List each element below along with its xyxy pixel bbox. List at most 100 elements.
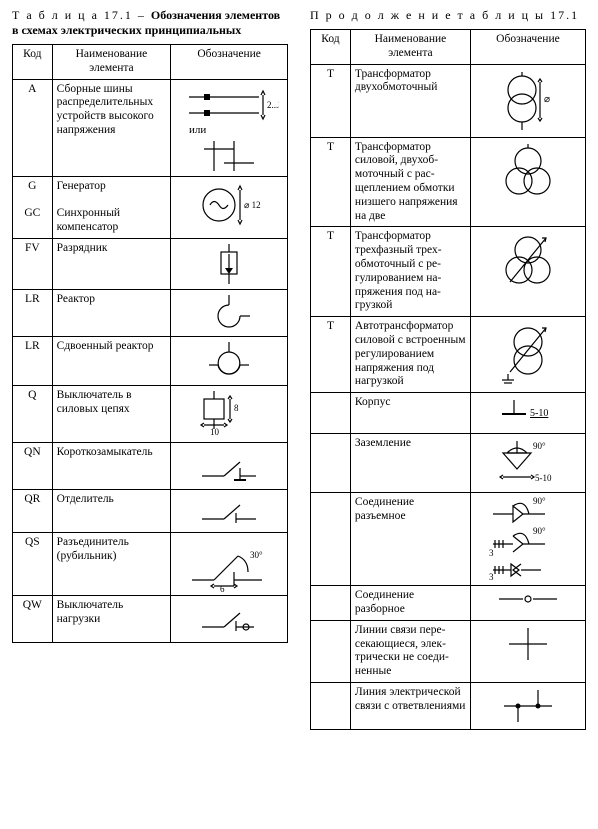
table-row: Линия электриче­ской связи с от­ветвлени…	[311, 682, 586, 729]
generator-icon: ⌀ 12	[184, 180, 274, 230]
svg-text:2...3: 2...3	[267, 100, 279, 110]
code-cell: T	[311, 227, 351, 317]
table-row: LRРеактор	[13, 289, 288, 336]
svg-text:⌀: ⌀	[544, 94, 550, 105]
table-row: TАвтотрансфор­матор силовой с встроенным…	[311, 317, 586, 393]
transformer-split-icon	[493, 141, 563, 207]
symbol-cell: 6 30°	[171, 532, 288, 595]
table-row: Соединение разъемное 90° 3 90° 3	[311, 493, 586, 586]
name-cell: Трансформатор двухобмоточный	[350, 64, 470, 137]
busbar-icon: 2...3 или	[179, 83, 279, 173]
table-row: QSРазъединитель (рубильник) 6 30°	[13, 532, 288, 595]
code-cell: QR	[13, 489, 53, 532]
svg-text:6: 6	[220, 584, 225, 592]
code-cell: A	[13, 79, 53, 176]
name-cell: Соединение разъемное	[350, 493, 470, 586]
name-cell: Выключатель нагрузки	[52, 595, 171, 642]
svg-text:5-10: 5-10	[530, 408, 548, 419]
name-cell: Заземление	[350, 434, 470, 493]
code-cell: QS	[13, 532, 53, 595]
symbol-cell	[171, 238, 288, 289]
table-row: Заземление 90° 5-10	[311, 434, 586, 493]
symbol-cell	[171, 336, 288, 385]
code-cell	[311, 434, 351, 493]
name-cell: Трансформатор силовой, двухоб­моточный с…	[350, 137, 470, 227]
left-th-code: Код	[13, 45, 53, 80]
name-cell: Выключатель в силовых цепях	[52, 385, 171, 442]
table-row: GGCГенераторСинхронный компенсатор ⌀ 12	[13, 176, 288, 238]
load-switch-icon	[194, 599, 264, 639]
symbol-cell	[470, 227, 585, 317]
code-cell	[311, 620, 351, 682]
name-cell: ГенераторСинхронный компенсатор	[52, 176, 171, 238]
symbol-cell	[171, 289, 288, 336]
code-cell: QW	[13, 595, 53, 642]
connector-plug-icon: 90° 3 90° 3	[483, 496, 573, 582]
table-row: AСборные шины распределитель­ных устройс…	[13, 79, 288, 176]
svg-text:10: 10	[210, 427, 220, 437]
symbol-cell	[171, 489, 288, 532]
code-cell	[311, 586, 351, 621]
table-row: QNКоротко­замыкатель	[13, 442, 288, 489]
table-row: Линии связи пере­секающиеся, элек­тричес…	[311, 620, 586, 682]
table-row: FVРазрядник	[13, 238, 288, 289]
name-cell: Корпус	[350, 393, 470, 434]
connector-demount-icon	[493, 589, 563, 609]
code-cell	[311, 393, 351, 434]
chassis-icon: 5-10	[488, 396, 568, 430]
table-row: TТрансформатор трехфазный трех­обмоточны…	[311, 227, 586, 317]
table-row: TТрансформатор силовой, двухоб­моточный …	[311, 137, 586, 227]
reactor-icon	[204, 293, 254, 333]
symbol-cell	[470, 682, 585, 729]
name-cell: Реактор	[52, 289, 171, 336]
svg-text:3: 3	[489, 548, 494, 558]
code-cell: T	[311, 64, 351, 137]
left-caption: Т а б л и ц а 17.1 – Обозначения элемент…	[12, 8, 288, 38]
svg-text:или: или	[189, 124, 206, 136]
table-row: LRСдвоенный реактор	[13, 336, 288, 385]
left-th-symbol: Обозначение	[171, 45, 288, 80]
svg-text:8: 8	[234, 403, 239, 413]
svg-text:90°: 90°	[533, 496, 546, 506]
name-cell: Отделитель	[52, 489, 171, 532]
symbol-cell: ⌀	[470, 64, 585, 137]
code-cell	[311, 493, 351, 586]
code-cell: Q	[13, 385, 53, 442]
symbol-cell: 2...3 или	[171, 79, 288, 176]
symbol-cell	[470, 317, 585, 393]
cross-no-join-icon	[503, 624, 553, 664]
disconnector-icon: 6 30°	[184, 536, 274, 592]
table-row: Соединение разборное	[311, 586, 586, 621]
symbol-cell: ⌀ 12	[171, 176, 288, 238]
table-row: TТрансформатор двухобмоточный ⌀	[311, 64, 586, 137]
code-cell: LR	[13, 336, 53, 385]
symbol-cell	[171, 442, 288, 489]
code-cell: LR	[13, 289, 53, 336]
symbol-cell	[470, 586, 585, 621]
svg-text:90°: 90°	[533, 441, 546, 451]
right-th-name: Наименование элемента	[350, 30, 470, 65]
name-cell: Автотрансфор­матор силовой с встроенным …	[350, 317, 470, 393]
name-cell: Соединение разборное	[350, 586, 470, 621]
name-cell: Коротко­замыкатель	[52, 442, 171, 489]
right-th-code: Код	[311, 30, 351, 65]
code-cell: QN	[13, 442, 53, 489]
svg-text:3: 3	[489, 572, 494, 582]
table-row: QRОтделитель	[13, 489, 288, 532]
symbol-cell	[171, 595, 288, 642]
symbol-cell: 90° 3 90° 3	[470, 493, 585, 586]
symbol-cell	[470, 620, 585, 682]
left-th-name: Наименование элемента	[52, 45, 171, 80]
code-cell: FV	[13, 238, 53, 289]
right-th-symbol: Обозначение	[470, 30, 585, 65]
arrester-icon	[199, 242, 259, 286]
autotransformer-reg-icon	[492, 320, 564, 386]
svg-text:90°: 90°	[533, 526, 546, 536]
symbol-cell: 90° 5-10	[470, 434, 585, 493]
code-cell: GGC	[13, 176, 53, 238]
short-circuiter-icon	[194, 446, 264, 486]
table-row: QВыключатель в силовых цепях 10 8	[13, 385, 288, 442]
name-cell: Трансформатор трехфазный трех­обмоточный…	[350, 227, 470, 317]
svg-text:30°: 30°	[250, 550, 263, 560]
left-caption-prefix: Т а б л и ц а 17.1 –	[12, 8, 151, 22]
